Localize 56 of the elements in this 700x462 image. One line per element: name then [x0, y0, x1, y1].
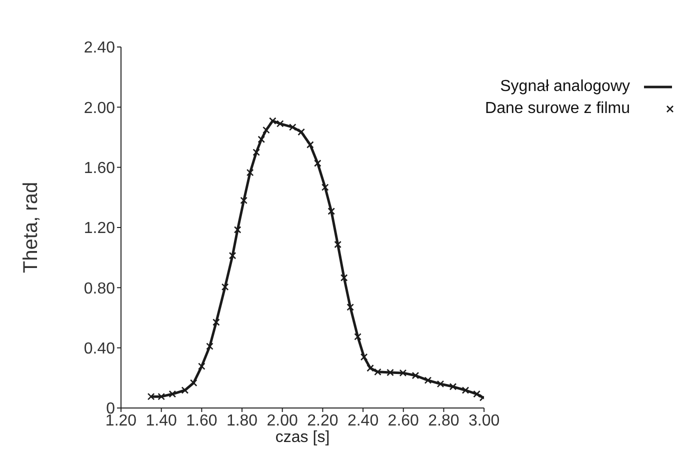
- point: [240, 196, 248, 204]
- point: [328, 208, 336, 215]
- y-tick-label: 0.40: [84, 340, 116, 358]
- x-tick-label: 1.80: [226, 412, 258, 430]
- point: [462, 386, 470, 394]
- x-tick-label: 1.60: [186, 412, 218, 430]
- point: [412, 372, 420, 380]
- point: [436, 380, 444, 388]
- point: [298, 128, 305, 136]
- point: [473, 390, 480, 398]
- point: [234, 226, 242, 234]
- point: [147, 392, 155, 400]
- point: [206, 342, 214, 350]
- x-tick-label: 2.00: [266, 412, 298, 430]
- x-tick-label: 2.60: [388, 412, 420, 430]
- point: [158, 392, 165, 400]
- point: [181, 386, 189, 394]
- x-tick-label: 3.00: [468, 412, 500, 430]
- point: [228, 252, 236, 260]
- point: [258, 136, 266, 144]
- point: [354, 333, 362, 340]
- x-tick-label: 1.40: [146, 412, 178, 430]
- x-tick-label: 2.40: [347, 412, 379, 430]
- point: [366, 364, 374, 372]
- y-tick-label: 1.60: [84, 160, 116, 178]
- point: [399, 369, 407, 377]
- legend-label: Dane surowe z filmu: [485, 100, 630, 118]
- x-axis-title: czas [s]: [275, 429, 330, 446]
- point: [360, 353, 368, 361]
- point: [306, 141, 314, 148]
- point: [449, 382, 457, 390]
- point: [424, 376, 432, 384]
- point: [346, 304, 354, 311]
- y-tick-label: 2.00: [84, 100, 116, 117]
- point: [198, 362, 206, 370]
- point: [190, 379, 198, 387]
- point: [221, 283, 229, 291]
- point: [288, 124, 296, 131]
- y-tick-label: 0.80: [84, 280, 116, 298]
- y-tick-label: 1.20: [84, 220, 116, 238]
- point: [246, 168, 254, 176]
- point: [314, 160, 322, 167]
- point: [262, 126, 270, 134]
- legend-label: Sygnał analogowy: [500, 78, 630, 96]
- x-tick-label: 2.20: [307, 412, 338, 430]
- point: [386, 368, 394, 376]
- point: [334, 240, 342, 248]
- point: [374, 368, 382, 376]
- point: [252, 148, 260, 156]
- point: [212, 318, 220, 326]
- y-axis-title: Theta, rad: [20, 182, 42, 274]
- point: [340, 274, 348, 282]
- x-tick-label: 2.80: [428, 412, 460, 430]
- point: [321, 184, 329, 191]
- y-tick-label: 2.40: [84, 40, 116, 57]
- point: [168, 390, 176, 398]
